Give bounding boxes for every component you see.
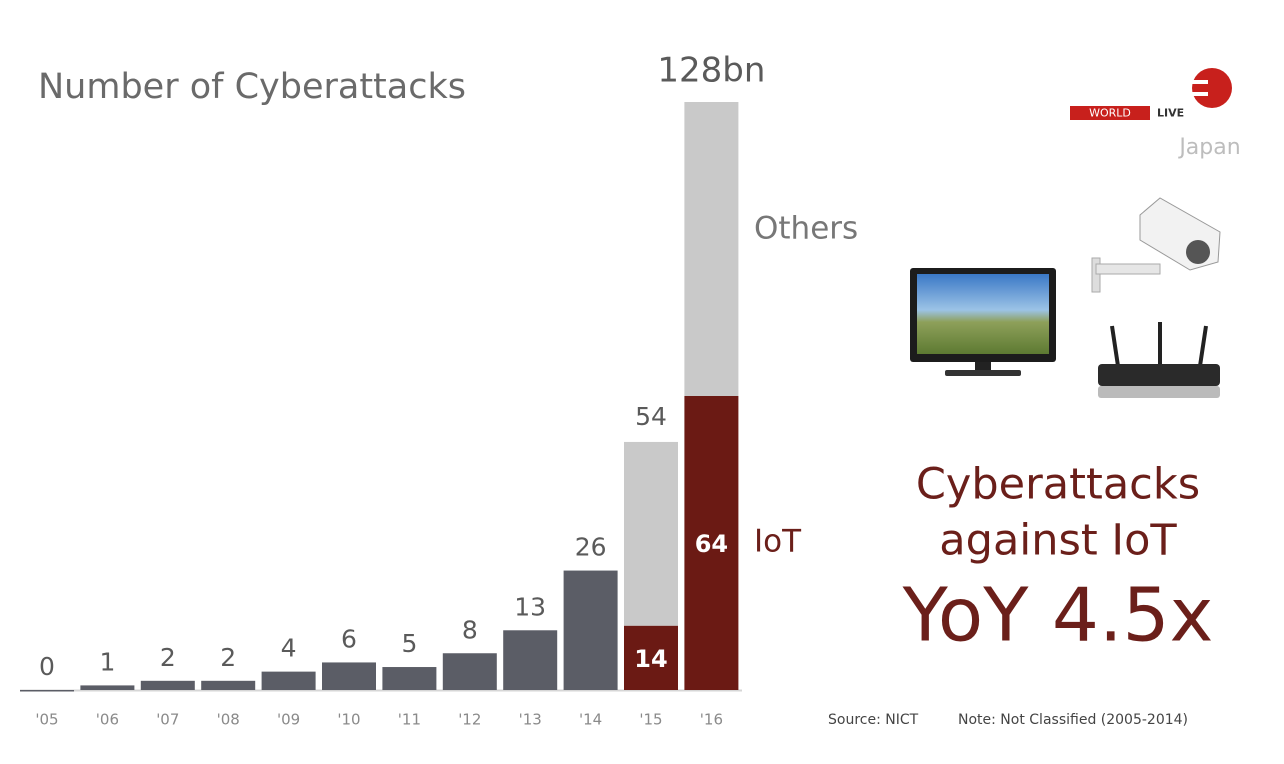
x-tick-label: '06 [96,711,119,729]
x-tick-label: '12 [458,711,481,729]
bar-segment [684,102,739,396]
bar-segment [503,630,558,690]
value-label: 14 [634,645,667,673]
bar-segment [201,680,256,690]
bar-segment [80,685,135,690]
x-tick-label: '08 [217,711,240,729]
logo-mark [1192,68,1232,108]
router-body [1098,364,1220,386]
value-label: 4 [281,634,297,663]
x-tick-label: '09 [277,711,300,729]
logo-bar [1070,106,1150,120]
bar-segment [624,441,678,626]
camera-arm [1095,263,1161,275]
logo-stripe [1192,92,1208,96]
tv-icon [910,268,1056,376]
value-label: 8 [462,615,478,644]
bar-segment [684,396,739,690]
antenna [1110,325,1120,367]
camera-lens [1186,240,1210,264]
bar-segment [20,690,74,692]
headline: against IoT [939,516,1177,566]
tv-screen [917,274,1049,354]
router-icon [1098,322,1220,398]
x-tick-label: '16 [700,711,723,729]
bar-segment [322,662,376,690]
value-label: 64 [695,530,728,558]
logo: WORLD LIVE Japan [1070,68,1241,160]
value-label: 2 [160,643,176,672]
bar-segment [382,667,437,690]
logo-live: LIVE [1157,107,1184,120]
x-tick-label: '10 [337,711,360,729]
bar-segment [563,570,618,690]
value-label: 26 [575,533,607,562]
bar-segment [624,625,678,690]
value-label: 1 [99,647,115,676]
router-base [1098,386,1220,398]
value-label: 0 [39,652,55,681]
legend-label: Others [754,211,858,247]
x-tick-label: '14 [579,711,602,729]
bar-segment [261,671,316,690]
legend-label: IoT [754,524,802,560]
logo-world: WORLD [1089,107,1131,120]
antenna [1198,325,1208,367]
value-label: 2 [220,643,236,672]
chart-title: Number of Cyberattacks [38,67,466,107]
bar-segment [442,653,497,690]
tv-neck [975,362,991,370]
x-tick-label: '15 [639,711,662,729]
x-tick-label: '05 [35,711,58,729]
note: Note: Not Classified (2005-2014) [958,712,1188,728]
x-tick-label: '13 [519,711,542,729]
bar-segment [140,680,195,690]
value-label: 13 [514,592,546,621]
logo-region: Japan [1177,135,1240,160]
x-tick-label: '11 [398,711,421,729]
tv-stand [945,370,1021,376]
value-label: 6 [341,624,357,653]
camera-mount [1091,257,1101,293]
headline-emphasis: YoY 4.5x [902,573,1214,659]
logo-stripe [1192,80,1208,84]
source: Source: NICT [828,712,919,728]
total-label: 128bn [657,51,765,91]
value-label: 5 [401,629,417,658]
headline: Cyberattacks [916,460,1200,510]
x-tick-label: '07 [156,711,179,729]
total-label: 54 [635,402,667,431]
camera-icon [1091,197,1221,293]
